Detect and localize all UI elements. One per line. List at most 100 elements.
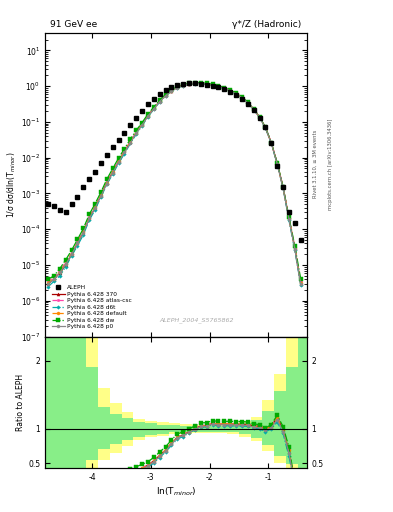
Pythia 6.428 default bbox=[275, 160, 279, 166]
Pythia 6.428 p0 bbox=[75, 241, 80, 247]
Pythia 6.428 dw bbox=[210, 81, 215, 88]
Pythia 6.428 p0 bbox=[116, 159, 121, 165]
Pythia 6.428 d6t bbox=[81, 232, 86, 238]
Text: ALEPH_2004_S5765862: ALEPH_2004_S5765862 bbox=[160, 317, 234, 323]
Y-axis label: Ratio to ALEPH: Ratio to ALEPH bbox=[17, 374, 26, 431]
Pythia 6.428 d6t bbox=[257, 115, 262, 121]
Pythia 6.428 d6t bbox=[146, 114, 151, 120]
Pythia 6.428 d6t bbox=[263, 125, 268, 131]
ALEPH bbox=[105, 152, 109, 158]
Pythia 6.428 p0 bbox=[46, 281, 50, 287]
Pythia 6.428 atlas-csc bbox=[246, 100, 250, 106]
Line: Pythia 6.428 d6t: Pythia 6.428 d6t bbox=[47, 82, 302, 288]
Pythia 6.428 dw bbox=[46, 276, 50, 282]
Pythia 6.428 atlas-csc bbox=[298, 279, 303, 285]
Pythia 6.428 atlas-csc bbox=[240, 94, 244, 100]
Pythia 6.428 p0 bbox=[298, 281, 303, 287]
Pythia 6.428 atlas-csc bbox=[46, 279, 50, 285]
Pythia 6.428 d6t bbox=[63, 264, 68, 270]
Y-axis label: 1/σ dσ/dln(T$_{minor}$): 1/σ dσ/dln(T$_{minor}$) bbox=[6, 152, 18, 218]
Line: Pythia 6.428 default: Pythia 6.428 default bbox=[47, 82, 302, 284]
Pythia 6.428 default bbox=[198, 80, 203, 87]
Pythia 6.428 dw bbox=[51, 273, 56, 279]
Pythia 6.428 atlas-csc bbox=[234, 90, 239, 96]
Pythia 6.428 dw bbox=[163, 91, 168, 97]
Pythia 6.428 370 bbox=[193, 80, 197, 87]
Pythia 6.428 p0 bbox=[63, 261, 68, 267]
Pythia 6.428 default bbox=[286, 215, 291, 221]
Pythia 6.428 default bbox=[146, 113, 151, 119]
Pythia 6.428 p0 bbox=[87, 216, 92, 222]
ALEPH bbox=[51, 203, 56, 209]
Legend: ALEPH, Pythia 6.428 370, Pythia 6.428 atlas-csc, Pythia 6.428 d6t, Pythia 6.428 : ALEPH, Pythia 6.428 370, Pythia 6.428 at… bbox=[51, 284, 133, 331]
Pythia 6.428 370 bbox=[81, 230, 86, 236]
Pythia 6.428 p0 bbox=[140, 122, 145, 128]
Pythia 6.428 default bbox=[157, 98, 162, 104]
Text: 91 GeV ee: 91 GeV ee bbox=[50, 20, 98, 29]
Pythia 6.428 370 bbox=[63, 262, 68, 268]
Pythia 6.428 dw bbox=[175, 83, 180, 90]
Pythia 6.428 p0 bbox=[146, 113, 151, 119]
Pythia 6.428 p0 bbox=[81, 230, 86, 236]
Pythia 6.428 dw bbox=[75, 237, 80, 243]
Pythia 6.428 dw bbox=[181, 81, 185, 88]
Pythia 6.428 370 bbox=[292, 245, 297, 251]
Pythia 6.428 dw bbox=[286, 214, 291, 220]
ALEPH bbox=[269, 140, 274, 146]
Pythia 6.428 default bbox=[187, 81, 191, 87]
ALEPH bbox=[187, 80, 191, 87]
Pythia 6.428 d6t bbox=[298, 282, 303, 288]
Pythia 6.428 dw bbox=[257, 114, 262, 120]
Pythia 6.428 default bbox=[246, 100, 250, 106]
ALEPH bbox=[128, 122, 133, 129]
Pythia 6.428 370 bbox=[228, 88, 233, 94]
Pythia 6.428 d6t bbox=[116, 160, 121, 166]
Pythia 6.428 p0 bbox=[198, 80, 203, 87]
Pythia 6.428 370 bbox=[263, 124, 268, 131]
Pythia 6.428 370 bbox=[134, 130, 139, 136]
Pythia 6.428 default bbox=[51, 275, 56, 282]
Pythia 6.428 dw bbox=[269, 139, 274, 145]
Pythia 6.428 p0 bbox=[157, 98, 162, 104]
Pythia 6.428 d6t bbox=[216, 83, 221, 90]
Pythia 6.428 atlas-csc bbox=[93, 203, 97, 209]
Pythia 6.428 atlas-csc bbox=[181, 82, 185, 88]
Pythia 6.428 p0 bbox=[204, 81, 209, 87]
Pythia 6.428 atlas-csc bbox=[275, 160, 279, 166]
Pythia 6.428 p0 bbox=[257, 115, 262, 121]
Pythia 6.428 p0 bbox=[128, 140, 133, 146]
Pythia 6.428 default bbox=[169, 88, 174, 94]
Pythia 6.428 default bbox=[240, 95, 244, 101]
Pythia 6.428 dw bbox=[252, 105, 256, 112]
Pythia 6.428 370 bbox=[146, 113, 151, 119]
Pythia 6.428 d6t bbox=[275, 161, 279, 167]
Pythia 6.428 atlas-csc bbox=[128, 138, 133, 144]
Pythia 6.428 atlas-csc bbox=[163, 92, 168, 98]
Pythia 6.428 p0 bbox=[222, 85, 227, 91]
Pythia 6.428 atlas-csc bbox=[69, 250, 74, 256]
Pythia 6.428 dw bbox=[146, 111, 151, 117]
Pythia 6.428 atlas-csc bbox=[140, 121, 145, 127]
Pythia 6.428 dw bbox=[275, 160, 279, 166]
Pythia 6.428 d6t bbox=[246, 100, 250, 106]
Pythia 6.428 d6t bbox=[234, 91, 239, 97]
ALEPH bbox=[198, 81, 203, 87]
Pythia 6.428 370 bbox=[246, 100, 250, 106]
Pythia 6.428 370 bbox=[46, 281, 50, 287]
ALEPH bbox=[57, 207, 62, 213]
Pythia 6.428 default bbox=[175, 84, 180, 91]
Pythia 6.428 d6t bbox=[240, 95, 244, 101]
Pythia 6.428 370 bbox=[128, 139, 133, 145]
Pythia 6.428 p0 bbox=[216, 83, 221, 90]
Pythia 6.428 370 bbox=[204, 81, 209, 87]
Pythia 6.428 p0 bbox=[252, 106, 256, 113]
Pythia 6.428 370 bbox=[87, 216, 92, 222]
ALEPH bbox=[228, 89, 233, 95]
Pythia 6.428 default bbox=[93, 204, 97, 210]
Pythia 6.428 dw bbox=[216, 83, 221, 89]
Pythia 6.428 dw bbox=[187, 80, 191, 87]
ALEPH bbox=[298, 237, 303, 243]
Pythia 6.428 d6t bbox=[93, 207, 97, 213]
Pythia 6.428 370 bbox=[234, 91, 239, 97]
Pythia 6.428 dw bbox=[298, 275, 303, 282]
